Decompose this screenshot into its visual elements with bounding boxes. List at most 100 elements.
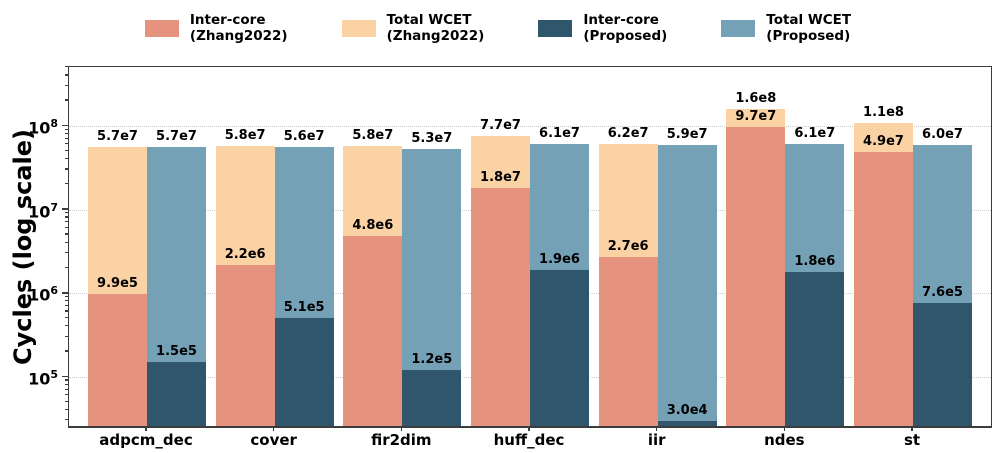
bar-inter-core-proposed-adpcm_dec [147,362,206,426]
bar-total-wcet-proposed-iir [657,145,717,426]
legend-swatch-inter-core-proposed [538,19,573,37]
bar-value-total-wcet-proposed-ndes: 6.1e7 [794,126,836,142]
bar-inter-core-proposed-st [913,303,972,426]
bar-value-total-wcet-zhang2022-fir2dim: 5.8e7 [352,127,394,143]
bar-value-inter-core-zhang2022-ndes: 9.7e7 [735,109,777,125]
y-minor-tickmark [64,419,68,421]
bar-value-total-wcet-proposed-st: 6.0e7 [922,126,963,142]
bar-inter-core-zhang2022-adpcm_dec [88,293,147,426]
x-tick-label-huff_dec: huff_dec [493,431,565,449]
bar-value-total-wcet-zhang2022-cover: 5.8e7 [224,127,266,143]
y-minor-tickmark [64,310,68,312]
y-minor-tickmark [64,335,68,337]
legend-label-total-wcet-proposed: Total WCET (Proposed) [766,12,852,44]
x-tickmark-huff_dec [528,427,530,431]
y-tick-label-10e7: 107 [28,200,58,222]
y-minor-tickmark [64,183,68,185]
y-minor-tickmark [64,212,68,214]
bar-inter-core-proposed-cover [274,317,334,426]
y-minor-tickmark [64,128,68,130]
bar-value-total-wcet-proposed-iir: 5.9e7 [666,127,708,143]
bar-inter-core-zhang2022-huff_dec [471,188,530,426]
y-minor-tickmark [64,408,68,411]
legend-swatch-total-wcet-zhang2022 [341,19,376,37]
x-tickmark-adpcm_dec [145,427,147,431]
y-tick-label-10e6: 106 [28,284,58,305]
bar-inter-core-zhang2022-ndes [726,127,786,426]
y-minor-tickmark [64,383,68,385]
bar-inter-core-proposed-iir [657,420,717,426]
y-minor-tickmark [64,216,68,218]
legend-item-inter-core-zhang2022: Inter-core (Zhang2022) [144,12,288,44]
y-minor-tickmark [64,300,68,302]
y-minor-tickmark [64,388,68,390]
y-minor-tickmark [64,66,68,68]
x-tickmark-st [911,427,913,431]
y-minor-tickmark [64,325,68,327]
y-minor-tickmark [64,400,68,402]
y-minor-tickmark [64,379,68,381]
y-minor-tickmark [64,149,68,152]
bar-value-inter-core-proposed-st: 7.6e5 [922,285,963,301]
x-tick-label-adpcm_dec: adpcm_dec [99,431,193,449]
x-tickmark-iir [655,427,658,431]
y-tick-label-10e8: 108 [28,117,58,138]
bar-inter-core-proposed-fir2dim [402,370,462,426]
y-minor-tickmark [64,252,68,254]
bar-value-inter-core-proposed-huff_dec: 1.9e6 [539,252,580,268]
y-minor-tickmark [64,221,68,223]
bar-value-inter-core-proposed-ndes: 1.8e6 [794,254,836,270]
bar-value-total-wcet-zhang2022-iir: 6.2e7 [607,125,649,141]
bar-value-total-wcet-zhang2022-huff_dec: 7.7e7 [480,117,521,133]
y-minor-tickmark [64,304,68,307]
bar-value-inter-core-proposed-adpcm_dec: 1.5e5 [156,344,197,360]
y-minor-tickmark [64,157,68,160]
bar-value-total-wcet-proposed-fir2dim: 5.3e7 [411,131,453,147]
y-minor-tickmark [64,143,68,145]
legend-swatch-total-wcet-proposed [721,19,756,37]
legend-swatch-inter-core-zhang2022 [144,19,179,37]
bar-value-total-wcet-proposed-cover: 5.6e7 [283,129,325,145]
y-major-tickmark [62,208,68,210]
x-tick-label-iir: iir [647,431,666,449]
legend-item-total-wcet-zhang2022: Total WCET (Zhang2022) [341,12,485,44]
legend-item-inter-core-proposed: Inter-core (Proposed) [538,12,667,44]
bar-inter-core-proposed-huff_dec [530,270,589,426]
x-tickmark-cover [272,427,275,431]
y-minor-tickmark [64,241,68,243]
bar-value-total-wcet-zhang2022-adpcm_dec: 5.7e7 [97,128,138,144]
bar-value-total-wcet-zhang2022-ndes: 1.6e8 [735,91,777,107]
legend-label-total-wcet-zhang2022: Total WCET (Zhang2022) [386,12,485,44]
legend-label-inter-core-zhang2022: Inter-core (Zhang2022) [189,12,288,44]
x-tickmark-ndes [783,427,786,431]
x-tick-label-cover: cover [250,431,297,449]
y-minor-tickmark [64,84,68,86]
y-minor-tickmark [64,295,68,297]
y-minor-tickmark [64,317,68,319]
bar-value-total-wcet-zhang2022-st: 1.1e8 [863,104,904,120]
y-minor-tickmark [64,226,68,229]
y-minor-tickmark [64,74,68,76]
legend-item-total-wcet-proposed: Total WCET (Proposed) [721,12,851,44]
legend-label-inter-core-proposed: Inter-core (Proposed) [583,12,668,44]
y-tick-label-10e5: 105 [28,368,58,389]
y-minor-tickmark [64,132,68,134]
bar-value-inter-core-zhang2022-iir: 2.7e6 [607,239,649,255]
bar-value-total-wcet-proposed-huff_dec: 6.1e7 [539,126,580,142]
bar-value-inter-core-proposed-fir2dim: 1.2e5 [411,352,453,368]
x-tick-label-fir2dim: fir2dim [371,431,432,449]
y-minor-tickmark [64,350,68,352]
x-tick-label-ndes: ndes [764,431,805,449]
y-minor-tickmark [64,233,68,235]
x-tickmark-fir2dim [400,427,403,431]
y-minor-tickmark [64,137,68,139]
bar-value-inter-core-zhang2022-fir2dim: 4.8e6 [352,218,394,234]
y-major-tickmark [62,375,68,378]
bar-inter-core-proposed-ndes [785,272,845,426]
bar-inter-core-zhang2022-iir [598,257,658,426]
bar-value-inter-core-zhang2022-huff_dec: 1.8e7 [480,170,521,186]
gridline-10e8 [69,126,991,128]
y-minor-tickmark [64,266,68,268]
chart-legend: Inter-core (Zhang2022) Total WCET (Zhang2… [0,12,996,44]
